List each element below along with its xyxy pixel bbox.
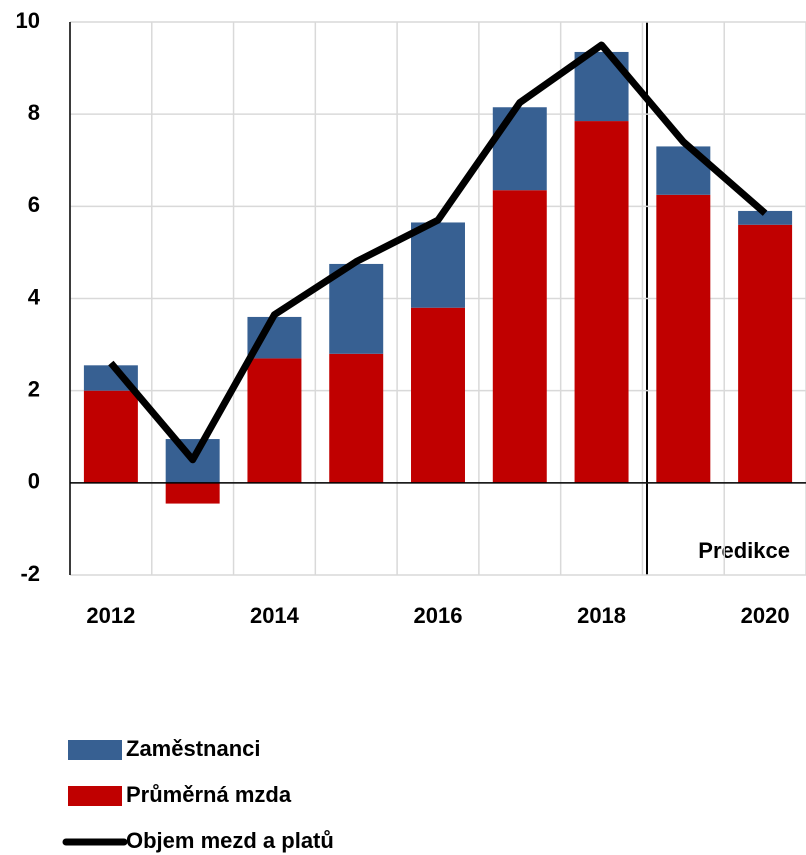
bar bbox=[411, 307, 465, 483]
bar bbox=[492, 107, 547, 191]
bar bbox=[574, 121, 629, 483]
y-tick-label: -2 bbox=[20, 561, 40, 586]
annotation: Predikce bbox=[698, 538, 790, 563]
bar bbox=[165, 482, 220, 504]
x-tick-label: 2016 bbox=[414, 603, 463, 628]
legend-label: Objem mezd a platů bbox=[126, 828, 334, 853]
x-tick-label: 2014 bbox=[250, 603, 300, 628]
y-tick-label: 8 bbox=[28, 100, 40, 125]
legend-swatch bbox=[68, 740, 122, 760]
line bbox=[108, 41, 768, 464]
bar bbox=[329, 263, 384, 354]
x-tick-label: 2018 bbox=[577, 603, 626, 628]
bar bbox=[329, 353, 384, 483]
y-tick-label: 0 bbox=[28, 469, 40, 494]
y-tick-label: 2 bbox=[28, 376, 40, 401]
legend-label: Průměrná mzda bbox=[126, 782, 292, 807]
bar bbox=[492, 190, 547, 483]
legend-swatch bbox=[68, 786, 122, 806]
x-tick-label: 2012 bbox=[86, 603, 135, 628]
y-tick-label: 10 bbox=[16, 8, 40, 33]
bar bbox=[656, 194, 711, 483]
y-tick-label: 4 bbox=[28, 284, 41, 309]
y-tick-label: 6 bbox=[28, 192, 40, 217]
legend-label: Zaměstnanci bbox=[126, 736, 261, 761]
bar bbox=[738, 210, 793, 225]
x-tick-label: 2020 bbox=[741, 603, 790, 628]
bar bbox=[738, 224, 793, 483]
bar bbox=[83, 390, 138, 483]
bar bbox=[411, 222, 465, 308]
bar bbox=[247, 358, 302, 483]
